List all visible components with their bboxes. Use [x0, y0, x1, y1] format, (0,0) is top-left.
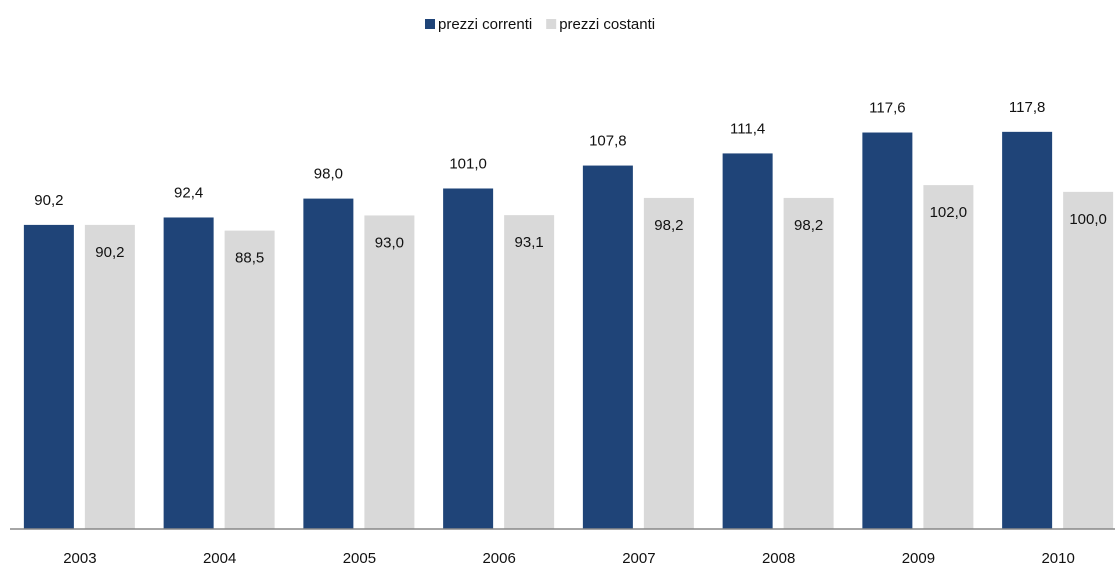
bar — [722, 153, 773, 529]
legend-label: prezzi correnti — [438, 16, 532, 33]
bar — [862, 132, 913, 529]
bar — [582, 165, 633, 529]
x-tick-label: 2007 — [622, 550, 655, 567]
bar — [443, 188, 494, 529]
x-tick-label: 2006 — [482, 550, 515, 567]
value-label: 98,2 — [794, 217, 823, 234]
value-label: 117,8 — [1009, 99, 1045, 116]
x-tick-label: 2003 — [63, 550, 96, 567]
value-label: 101,0 — [449, 155, 487, 172]
bar — [923, 185, 974, 529]
value-label: 92,4 — [174, 184, 203, 201]
bar — [504, 215, 555, 529]
bar — [1063, 191, 1114, 529]
x-tick-label: 2008 — [762, 550, 795, 567]
bar — [224, 230, 275, 529]
bar — [303, 198, 354, 529]
x-tick-label: 2004 — [203, 550, 236, 567]
value-label: 93,0 — [375, 234, 404, 251]
x-tick-label: 2009 — [902, 550, 935, 567]
value-label: 100,0 — [1069, 211, 1107, 228]
value-label: 98,2 — [654, 217, 683, 234]
bar — [23, 224, 74, 529]
bar — [643, 197, 694, 529]
bar — [783, 197, 834, 529]
value-label: 90,2 — [95, 244, 124, 261]
legend-swatch — [546, 19, 557, 29]
value-label: 90,2 — [34, 192, 63, 209]
x-tick-label: 2010 — [1041, 550, 1074, 567]
value-label: 98,0 — [314, 166, 343, 183]
bar — [163, 217, 214, 530]
value-label: 102,0 — [930, 204, 968, 221]
bar — [84, 224, 135, 529]
legend-swatch — [425, 19, 435, 29]
bar — [1002, 131, 1053, 530]
value-label: 88,5 — [235, 250, 264, 267]
value-label: 117,6 — [869, 99, 905, 116]
x-tick-label: 2005 — [343, 550, 376, 567]
bar — [364, 215, 415, 529]
legend-label: prezzi costanti — [559, 16, 655, 33]
value-label: 93,1 — [515, 234, 544, 251]
value-label: 111,4 — [730, 120, 765, 137]
value-label: 107,8 — [589, 133, 627, 150]
